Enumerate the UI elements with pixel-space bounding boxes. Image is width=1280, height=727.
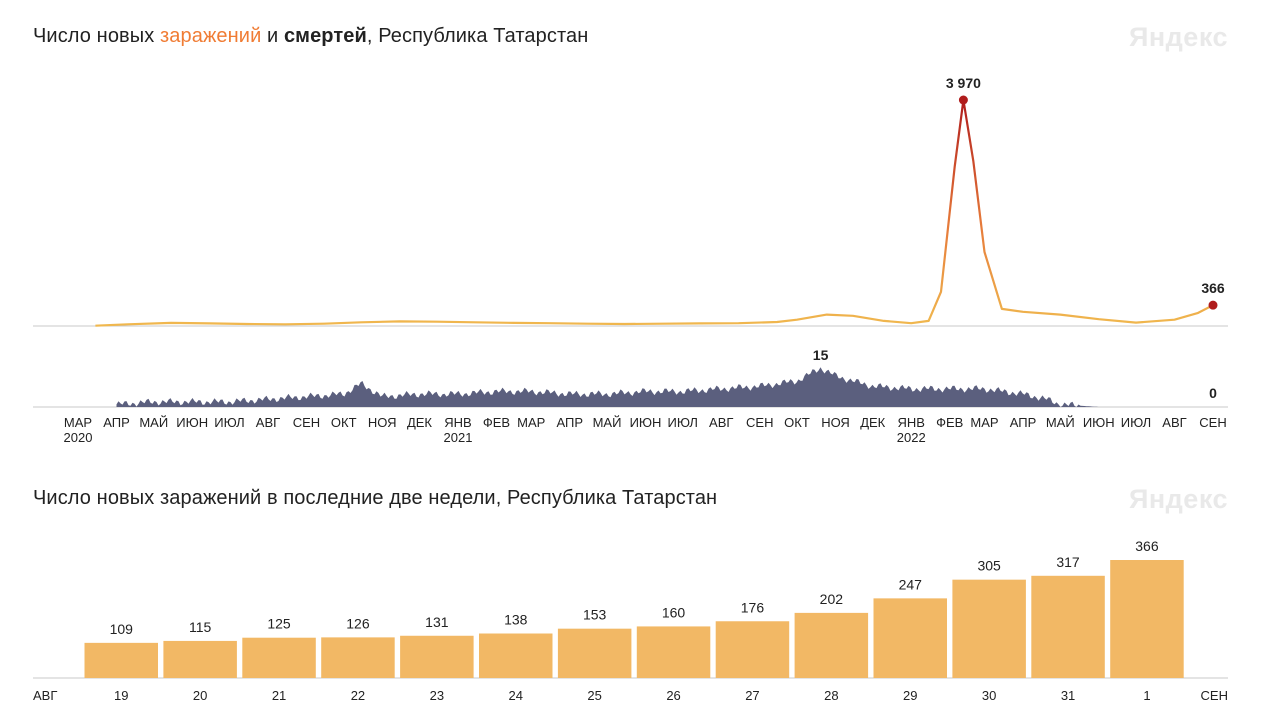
xtick-month-label: НОЯ	[821, 415, 850, 430]
xtick-month-label: ОКТ	[784, 415, 810, 430]
bar	[242, 637, 316, 678]
xtick-month-label: МАЙ	[593, 415, 622, 430]
xtick-month-label: АПР	[103, 415, 130, 430]
bar-day-label: 22	[351, 688, 365, 703]
chart1-title-part2: и	[261, 25, 284, 47]
infections-last-label: 366	[1201, 280, 1225, 296]
bar	[557, 628, 632, 678]
chart1-title: Число новых заражений и смертей, Республ…	[33, 25, 588, 48]
bar-value-label: 109	[110, 621, 134, 637]
bar-day-label: 31	[1061, 688, 1075, 703]
xtick-month-label: МАР	[970, 415, 998, 430]
bar-day-label: 20	[193, 688, 207, 703]
xtick-month-label: ДЕК	[407, 415, 432, 430]
bar	[715, 621, 790, 678]
bar-day-label: 27	[745, 688, 759, 703]
bar-month-right-label: СЕН	[1201, 688, 1228, 703]
chart1-title-part3: , Республика Татарстан	[366, 25, 589, 47]
chart1-title-infections: заражений	[160, 25, 262, 47]
chart2-title: Число новых заражений в последние две не…	[33, 487, 718, 509]
brand-logo-bottom: Яндекс	[1128, 484, 1228, 514]
bar-value-label: 153	[583, 607, 607, 623]
xtick-month-label: ИЮН	[630, 415, 662, 430]
bar-day-label: 26	[666, 688, 680, 703]
xtick-month-label: СЕН	[1199, 415, 1226, 430]
infections-peak-label: 3 970	[946, 75, 981, 91]
infections-line	[95, 98, 1214, 327]
bar	[84, 642, 158, 678]
bar-day-label: 21	[272, 688, 286, 703]
deaths-peak-label: 15	[813, 347, 829, 363]
xtick-month-label: СЕН	[746, 415, 773, 430]
bar-day-label: 28	[824, 688, 838, 703]
chart1-title-part1: Число новых	[33, 25, 161, 47]
bar-day-label: 30	[982, 688, 996, 703]
xtick-month-label: АВГ	[1162, 415, 1186, 430]
bar-value-label: 131	[425, 614, 449, 630]
bar-value-label: 115	[189, 619, 212, 635]
xtick-month-label: ЯНВ	[444, 415, 471, 430]
bar	[873, 598, 947, 678]
xtick-year-label: 2021	[444, 430, 473, 445]
xtick-month-label: ИЮЛ	[668, 415, 698, 430]
xtick-month-label: ОКТ	[331, 415, 357, 430]
bar-value-label: 202	[820, 591, 844, 607]
bar-value-label: 247	[899, 576, 923, 592]
bar-value-label: 126	[346, 615, 370, 631]
xtick-month-label: НОЯ	[368, 415, 397, 430]
deaths-area	[116, 367, 1214, 407]
xtick-year-label: 2022	[897, 430, 926, 445]
bar-day-label: 29	[903, 688, 917, 703]
xtick-month-label: МАР	[517, 415, 545, 430]
bar-value-label: 138	[504, 612, 528, 628]
bar	[794, 612, 869, 678]
bar-month-left-label: АВГ	[33, 688, 57, 703]
xtick-month-label: МАЙ	[1046, 415, 1075, 430]
xtick-month-label: ДЕК	[860, 415, 885, 430]
bar-day-label: 23	[430, 688, 444, 703]
bar-value-label: 160	[662, 604, 686, 620]
infections-last-dot	[1208, 300, 1218, 310]
xtick-month-label: ФЕВ	[936, 415, 963, 430]
xtick-month-label: СЕН	[293, 415, 320, 430]
bar-day-label: 19	[114, 688, 128, 703]
infections-peak-dot	[958, 95, 968, 105]
xtick-month-label: ИЮН	[176, 415, 208, 430]
bar-value-label: 366	[1135, 538, 1159, 554]
bar	[952, 579, 1026, 678]
bar-value-label: 176	[741, 599, 765, 615]
bar	[400, 635, 474, 678]
chart1-title-deaths: смертей	[283, 25, 367, 47]
xtick-month-label: АВГ	[256, 415, 280, 430]
xtick-month-label: АВГ	[709, 415, 733, 430]
bar-value-label: 317	[1056, 554, 1080, 570]
bar	[479, 633, 553, 678]
brand-logo-top: Яндекс	[1128, 22, 1228, 52]
bar-day-label: 1	[1143, 688, 1150, 703]
bar	[1031, 575, 1105, 678]
deaths-last-label: 0	[1209, 385, 1217, 401]
xtick-month-label: МАР	[64, 415, 92, 430]
bar-value-label: 305	[977, 558, 1001, 574]
bar-value-label: 125	[267, 616, 291, 632]
xtick-year-label: 2020	[64, 430, 93, 445]
xtick-month-label: ИЮЛ	[214, 415, 244, 430]
xtick-month-label: АПР	[1010, 415, 1037, 430]
bar	[1110, 560, 1184, 678]
xtick-month-label: ИЮЛ	[1121, 415, 1151, 430]
bar	[321, 637, 395, 678]
bar-day-label: 25	[587, 688, 601, 703]
xtick-month-label: МАЙ	[139, 415, 168, 430]
bar	[636, 626, 711, 678]
xtick-month-label: ЯНВ	[898, 415, 925, 430]
bar-day-label: 24	[509, 688, 523, 703]
xtick-month-label: ФЕВ	[483, 415, 510, 430]
bar	[163, 640, 237, 678]
xtick-month-label: АПР	[556, 415, 583, 430]
xtick-month-label: ИЮН	[1083, 415, 1115, 430]
